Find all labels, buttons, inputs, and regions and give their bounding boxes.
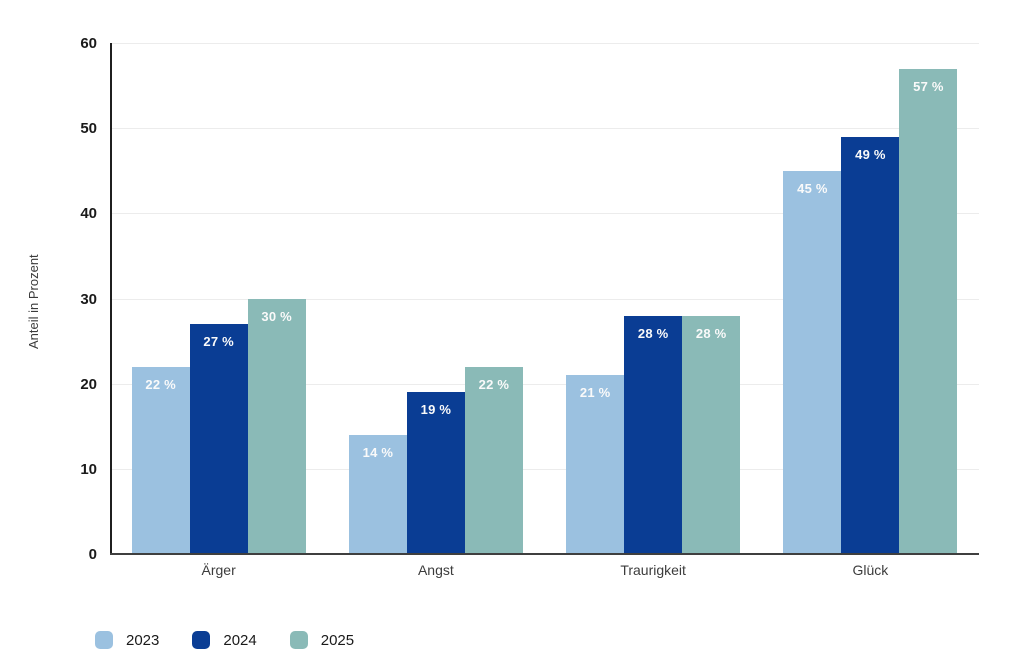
- bar-value-label: 57 %: [913, 78, 944, 94]
- bar-value-label: 28 %: [637, 325, 669, 341]
- bar-2024-Ärger: 27 %: [189, 324, 248, 554]
- y-tick-label-10: 10: [80, 460, 97, 478]
- y-axis-line: [110, 43, 112, 554]
- gridline-20: [110, 383, 979, 385]
- bar-value-label: 22 %: [145, 376, 176, 392]
- bar-value-label: 45 %: [797, 180, 828, 196]
- gridline-10: [110, 468, 979, 470]
- y-tick-label-30: 30: [80, 290, 97, 308]
- legend-item-2023: 2023: [95, 631, 159, 649]
- bar-value-label: 14 %: [362, 444, 394, 460]
- plot-area: 22 % 27 % 30 % 14 % 19 % 22 % 21 % 28 % 28 % 45 %…: [110, 43, 979, 555]
- legend-swatch-2023: [95, 631, 113, 649]
- legend-label-2024: 2024: [223, 631, 257, 649]
- y-axis-title: Anteil in Prozent: [26, 254, 41, 350]
- legend-label-2025: 2025: [320, 631, 355, 649]
- bar-value-label: 21 %: [579, 385, 611, 401]
- bar-value-label: 19 %: [420, 402, 452, 418]
- bar-2025-Angst: 22 %: [464, 366, 523, 554]
- bar-value-label: 27 %: [203, 334, 234, 350]
- bar-2025-Glück: 57 %: [899, 68, 958, 554]
- bar-2024-Glück: 49 %: [841, 136, 900, 554]
- gridline-30: [110, 298, 979, 300]
- gridline-40: [110, 213, 979, 215]
- y-tick-label-20: 20: [80, 375, 97, 393]
- y-tick-label-60: 60: [80, 35, 97, 52]
- gridline-50: [110, 128, 979, 130]
- bar-value-label: 28 %: [695, 325, 727, 341]
- bar-2025-Ärger: 30 %: [247, 298, 306, 554]
- legend-label-2023: 2023: [126, 631, 160, 649]
- bar-2025-Traurigkeit: 28 %: [682, 315, 741, 554]
- y-tick-label-0: 0: [88, 546, 97, 563]
- bar-value-label: 22 %: [478, 376, 510, 392]
- legend-swatch-2024: [192, 631, 211, 649]
- x-category-label-Ärger: Ärger: [201, 562, 236, 578]
- x-category-label-Glück: Glück: [852, 562, 889, 578]
- y-tick-label-50: 50: [80, 120, 97, 138]
- bar-2023-Glück: 45 %: [783, 170, 842, 554]
- x-category-label-Traurigkeit: Traurigkeit: [620, 562, 686, 578]
- y-tick-label-40: 40: [80, 205, 97, 223]
- legend-swatch-2025: [289, 631, 308, 649]
- bar-2023-Traurigkeit: 21 %: [566, 375, 625, 554]
- x-category-label-Angst: Angst: [417, 562, 454, 578]
- legend-item-2024: 2024: [192, 631, 257, 649]
- bar-value-label: 30 %: [261, 308, 292, 324]
- x-axis-line: [110, 553, 979, 555]
- bar-2023-Ärger: 22 %: [131, 366, 190, 554]
- legend: 2023 2024 2025: [95, 631, 354, 649]
- bar-2024-Angst: 19 %: [406, 392, 465, 554]
- gridline-60: [110, 43, 979, 44]
- bar-2023-Angst: 14 %: [348, 434, 407, 554]
- bar-2024-Traurigkeit: 28 %: [624, 315, 683, 554]
- legend-item-2025: 2025: [289, 631, 355, 649]
- bar-value-label: 49 %: [855, 146, 886, 162]
